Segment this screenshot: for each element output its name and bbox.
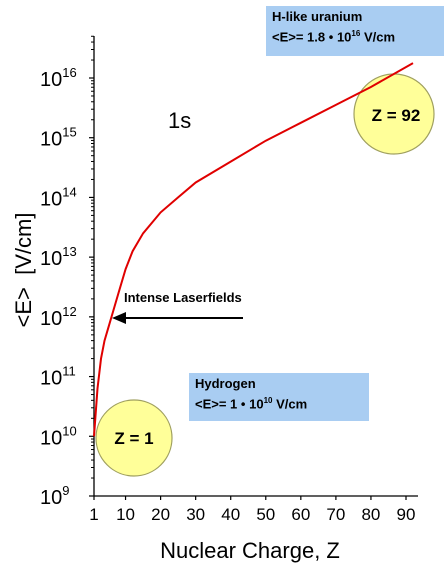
y-axis-label: <E> [V/cm] xyxy=(11,213,36,328)
x-tick-label: 70 xyxy=(326,505,345,524)
x-tick-label: 20 xyxy=(151,505,170,524)
series-1s-line xyxy=(93,62,414,437)
uranium-title: H-like uranium xyxy=(272,9,363,24)
circle-z92-label: Z = 92 xyxy=(372,106,421,125)
y-tick-label: 1015 xyxy=(40,125,77,151)
y-tick-label: 1013 xyxy=(40,244,77,270)
y-tick-label: 1012 xyxy=(40,304,77,330)
x-tick-label: 60 xyxy=(291,505,310,524)
uranium-annotation: H-like uranium <E>= 1.8 • 1016 V/cm xyxy=(266,6,444,56)
x-tick-label: 80 xyxy=(361,505,380,524)
y-tick-label: 1010 xyxy=(40,423,77,449)
x-tick-label: 50 xyxy=(256,505,275,524)
circle-z1 xyxy=(95,399,173,477)
x-tick-label: 30 xyxy=(186,505,205,524)
hydrogen-value: <E>= 1 • 1010 V/cm xyxy=(195,396,308,412)
y-tick-label: 109 xyxy=(40,483,69,509)
hydrogen-annotation: Hydrogen <E>= 1 • 1010 V/cm xyxy=(189,373,369,421)
x-tick-label: 1 xyxy=(89,505,98,524)
uranium-value: <E>= 1.8 • 1016 V/cm xyxy=(272,29,396,45)
hydrogen-title: Hydrogen xyxy=(195,376,256,391)
circle-z1-label: Z = 1 xyxy=(114,429,153,448)
x-axis-label: Nuclear Charge, Z xyxy=(160,538,340,563)
arrow-label: Intense Laserfields xyxy=(124,290,242,305)
x-tick-label: 10 xyxy=(116,505,135,524)
y-tick-label: 1014 xyxy=(40,184,77,210)
x-tick-label: 40 xyxy=(221,505,240,524)
series-label-1s: 1s xyxy=(168,108,191,133)
x-tick-label: 90 xyxy=(397,505,416,524)
arrow-head xyxy=(112,312,126,324)
y-tick-label: 1016 xyxy=(40,65,77,91)
y-tick-label: 1011 xyxy=(40,364,76,390)
